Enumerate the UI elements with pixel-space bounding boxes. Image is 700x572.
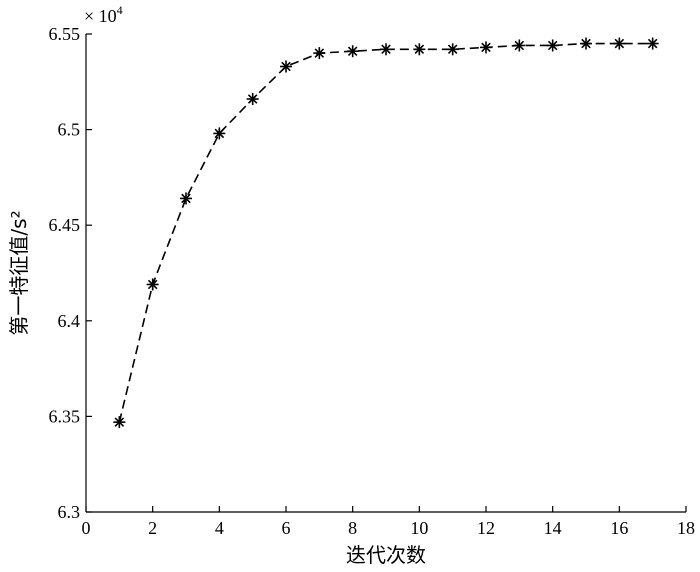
y-tick-label: 6.55 xyxy=(49,24,81,44)
data-point xyxy=(146,278,159,291)
x-ticks: 0 2 4 6 8 10 12 14 16 18 xyxy=(82,506,695,538)
data-point xyxy=(313,47,326,60)
series-group xyxy=(113,37,659,429)
x-tick-label: 10 xyxy=(410,518,428,538)
x-tick-label: 16 xyxy=(610,518,628,538)
data-point xyxy=(513,39,526,52)
x-tick-label: 4 xyxy=(215,518,224,538)
data-point xyxy=(413,43,426,56)
y-tick-label: 6.5 xyxy=(58,120,81,140)
y-axis-exponent-power: 4 xyxy=(117,3,123,17)
x-tick-label: 0 xyxy=(82,518,91,538)
y-tick-label: 6.3 xyxy=(58,502,81,522)
x-tick-label: 18 xyxy=(677,518,695,538)
data-point xyxy=(546,39,559,52)
y-axis-exponent: × 104 xyxy=(84,3,123,26)
data-point xyxy=(180,192,192,205)
x-tick-label: 6 xyxy=(282,518,291,538)
x-tick-label: 12 xyxy=(477,518,495,538)
y-axis-label: 第一特征值/s² xyxy=(7,210,31,335)
data-point xyxy=(246,93,259,106)
data-point xyxy=(213,127,226,140)
y-tick-label: 6.35 xyxy=(49,406,81,426)
data-point xyxy=(613,37,626,50)
x-tick-label: 2 xyxy=(148,518,157,538)
chart-axes xyxy=(85,34,686,513)
data-point xyxy=(446,43,459,56)
x-axis-label: 迭代次数 xyxy=(346,543,426,567)
data-point xyxy=(113,416,126,429)
x-tick-label: 14 xyxy=(544,518,562,538)
y-tick-label: 6.4 xyxy=(58,311,81,331)
x-tick-label: 8 xyxy=(348,518,357,538)
data-point xyxy=(346,45,359,58)
data-point xyxy=(480,41,492,54)
series-line xyxy=(118,42,653,423)
y-ticks: 6.3 6.35 6.4 6.45 6.5 6.55 xyxy=(49,24,92,522)
data-point xyxy=(646,37,659,50)
data-point xyxy=(580,37,592,50)
y-tick-label: 6.45 xyxy=(49,215,81,235)
data-point xyxy=(280,60,292,73)
y-axis-exponent-base: × 10 xyxy=(84,6,117,26)
data-point xyxy=(380,43,392,56)
